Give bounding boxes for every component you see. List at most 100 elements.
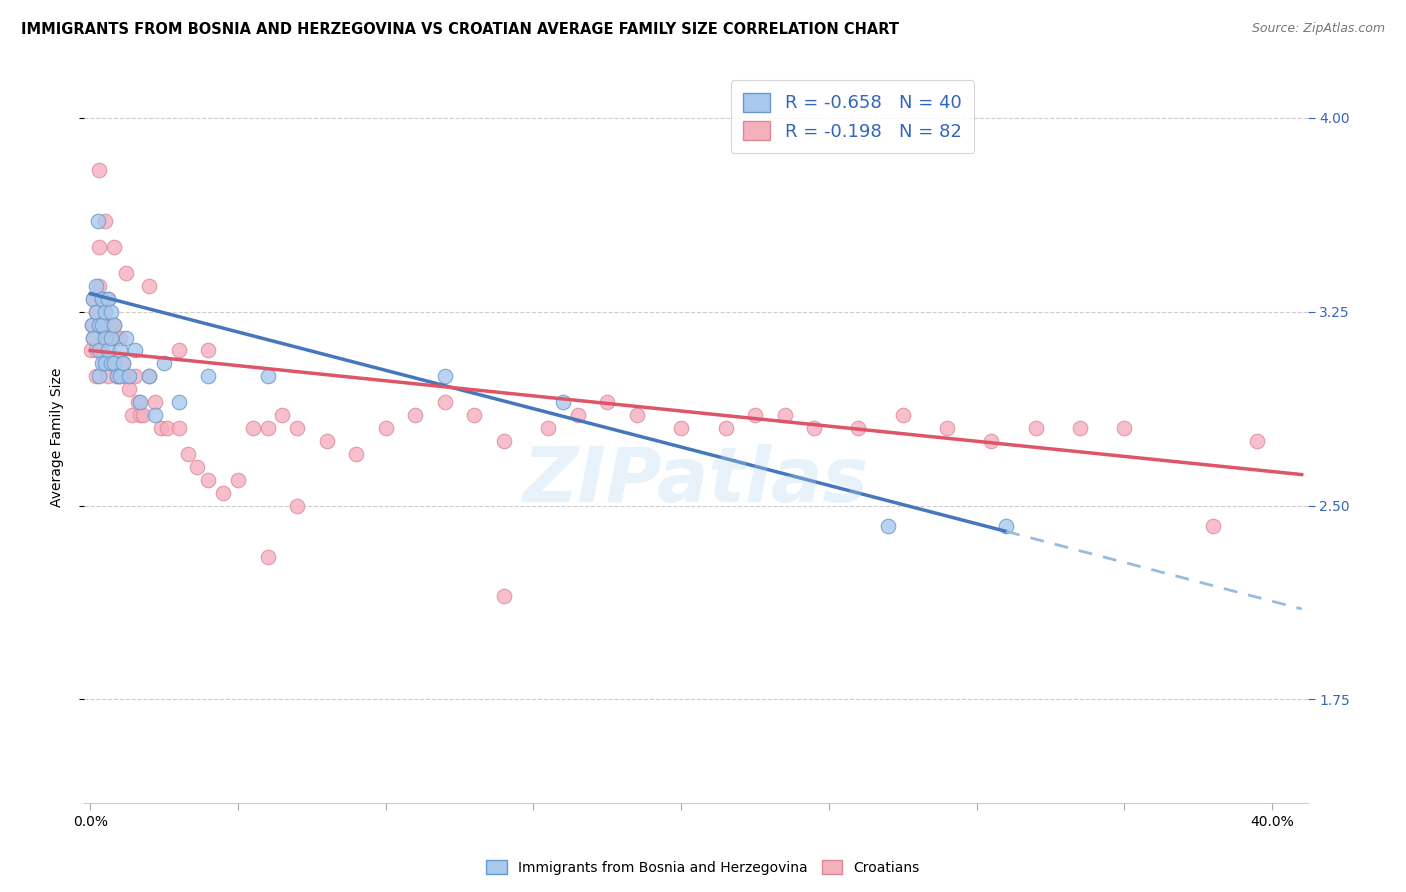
Text: IMMIGRANTS FROM BOSNIA AND HERZEGOVINA VS CROATIAN AVERAGE FAMILY SIZE CORRELATI: IMMIGRANTS FROM BOSNIA AND HERZEGOVINA V… [21, 22, 898, 37]
Point [108, 369, 131, 384]
Point [167, 343, 190, 358]
Point [97, 343, 120, 358]
Point [94, 214, 117, 228]
Point [100, 318, 122, 332]
Point [626, 408, 648, 422]
Point [197, 473, 219, 487]
Point [256, 421, 278, 435]
Point [121, 408, 143, 422]
Point [89, 369, 111, 384]
Point [84, 304, 107, 318]
Point [344, 447, 367, 461]
Point [108, 343, 131, 358]
Point [86, 214, 108, 228]
Point [127, 395, 149, 409]
Point [108, 330, 131, 344]
Point [114, 266, 136, 280]
Point [105, 330, 128, 344]
Point [103, 356, 125, 370]
Point [132, 408, 155, 422]
Point [103, 318, 125, 332]
Point [97, 330, 120, 344]
Point [89, 240, 111, 254]
Point [94, 356, 117, 370]
Point [271, 408, 294, 422]
Point [91, 356, 114, 370]
Point [118, 382, 141, 396]
Text: Source: ZipAtlas.com: Source: ZipAtlas.com [1251, 22, 1385, 36]
Point [91, 318, 114, 332]
Point [100, 356, 122, 370]
Point [197, 343, 219, 358]
Point [285, 499, 308, 513]
Point [124, 369, 146, 384]
Point [84, 369, 107, 384]
Point [138, 278, 160, 293]
Point [669, 421, 692, 435]
Point [537, 421, 560, 435]
Point [118, 369, 141, 384]
Point [1069, 421, 1091, 435]
Point [143, 395, 166, 409]
Point [492, 434, 515, 448]
Point [980, 434, 1002, 448]
Point [100, 356, 122, 370]
Point [91, 292, 114, 306]
Point [97, 369, 120, 384]
Point [91, 343, 114, 358]
Point [433, 395, 456, 409]
Point [156, 421, 179, 435]
Point [891, 408, 914, 422]
Point [94, 304, 117, 318]
Point [714, 421, 737, 435]
Point [89, 318, 111, 332]
Point [108, 369, 131, 384]
Point [129, 395, 152, 409]
Point [285, 421, 308, 435]
Point [80, 318, 103, 332]
Point [995, 519, 1018, 533]
Point [167, 421, 190, 435]
Point [1025, 421, 1047, 435]
Point [91, 292, 114, 306]
Point [153, 356, 176, 370]
Point [94, 356, 117, 370]
Legend: Immigrants from Bosnia and Herzegovina, Croatians: Immigrants from Bosnia and Herzegovina, … [481, 855, 925, 880]
Point [94, 330, 117, 344]
Point [111, 356, 134, 370]
Point [89, 343, 111, 358]
Point [212, 485, 235, 500]
Point [84, 343, 107, 358]
Point [97, 292, 120, 306]
Point [114, 369, 136, 384]
Text: ZIPatlas: ZIPatlas [523, 444, 869, 518]
Point [82, 330, 104, 344]
Point [103, 318, 125, 332]
Point [103, 356, 125, 370]
Point [177, 447, 200, 461]
Point [82, 292, 104, 306]
Point [89, 278, 111, 293]
Point [315, 434, 337, 448]
Point [186, 459, 208, 474]
Point [94, 330, 117, 344]
Point [551, 395, 574, 409]
Point [84, 304, 107, 318]
Legend: R = -0.658   N = 40, R = -0.198   N = 82: R = -0.658 N = 40, R = -0.198 N = 82 [731, 80, 974, 153]
Point [848, 421, 870, 435]
Point [138, 369, 160, 384]
Point [97, 292, 120, 306]
Point [80, 343, 103, 358]
Point [105, 369, 128, 384]
Point [82, 330, 104, 344]
Point [226, 473, 249, 487]
Point [89, 162, 111, 177]
Point [1246, 434, 1268, 448]
Point [82, 292, 104, 306]
Point [100, 330, 122, 344]
Point [91, 318, 114, 332]
Point [803, 421, 825, 435]
Point [105, 369, 128, 384]
Point [256, 369, 278, 384]
Point [89, 318, 111, 332]
